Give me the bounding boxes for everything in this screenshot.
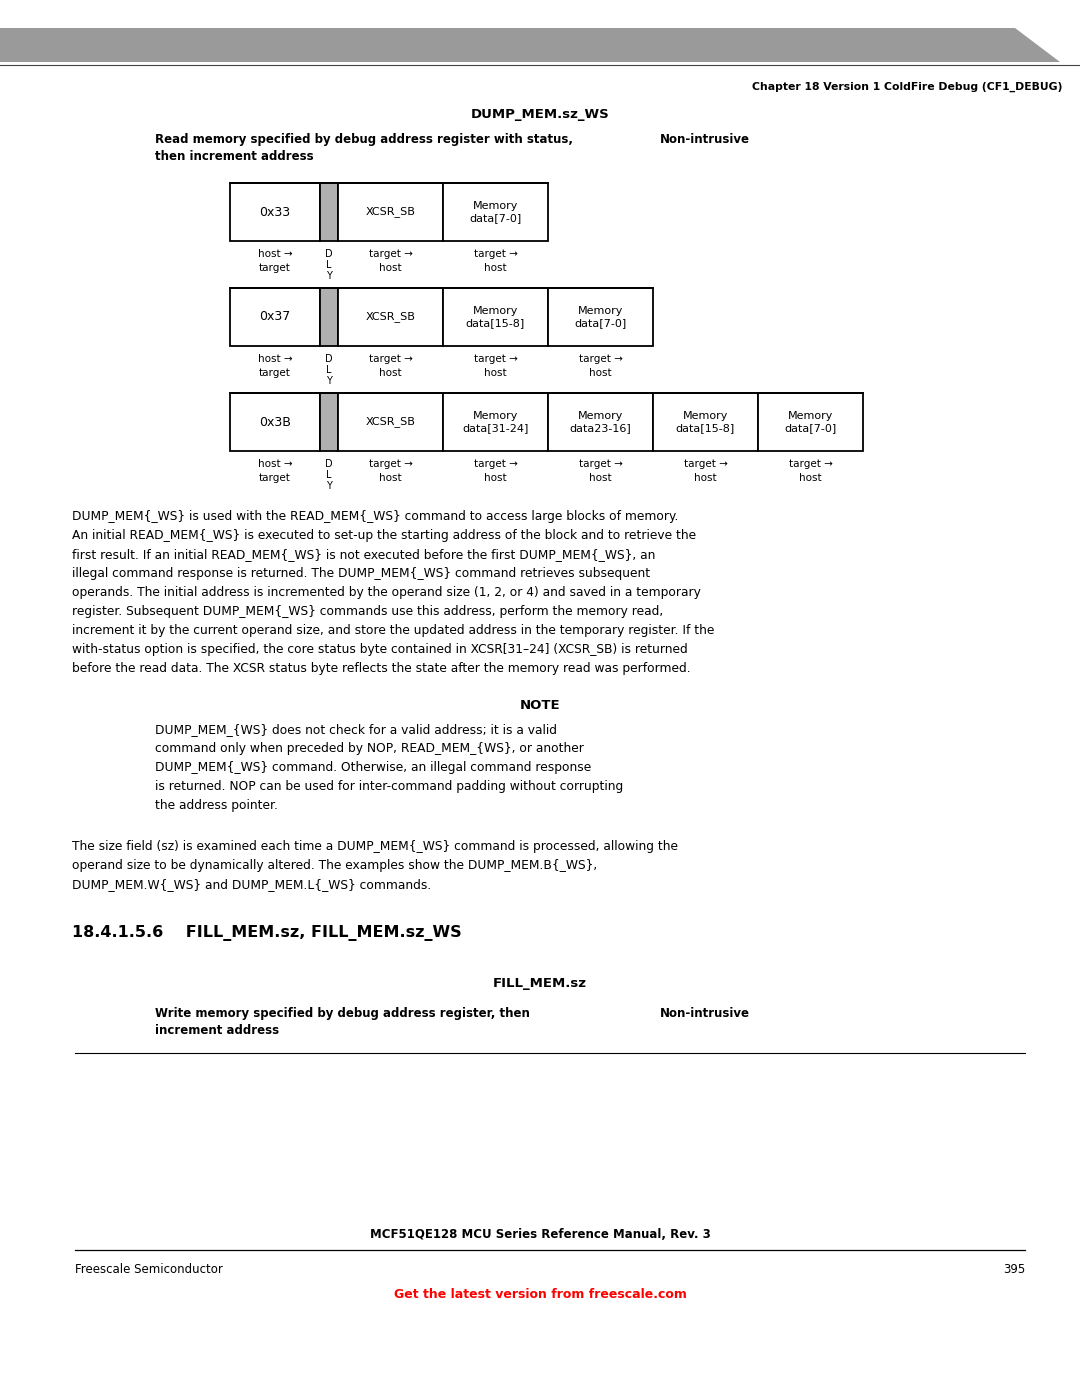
Text: host: host <box>799 474 822 483</box>
Bar <box>320 288 338 346</box>
Text: host: host <box>484 474 507 483</box>
Text: DUMP_MEM.sz_WS: DUMP_MEM.sz_WS <box>471 108 609 122</box>
Text: Write memory specified by debug address register, then
increment address: Write memory specified by debug address … <box>156 1007 530 1037</box>
Text: L: L <box>326 260 332 270</box>
Text: MCF51QE128 MCU Series Reference Manual, Rev. 3: MCF51QE128 MCU Series Reference Manual, … <box>369 1228 711 1241</box>
Bar <box>548 393 653 451</box>
Text: host: host <box>484 367 507 379</box>
Bar <box>443 183 548 242</box>
Text: operands. The initial address is incremented by the operand size (1, 2, or 4) an: operands. The initial address is increme… <box>72 585 701 599</box>
Text: target →: target → <box>368 460 413 469</box>
Text: host: host <box>379 474 402 483</box>
Text: Y: Y <box>326 481 332 490</box>
Bar <box>548 288 653 346</box>
Text: D: D <box>325 249 333 258</box>
Text: host: host <box>484 263 507 272</box>
Text: FILL_MEM.sz: FILL_MEM.sz <box>492 977 588 990</box>
Bar <box>320 183 338 242</box>
Text: D: D <box>325 353 333 365</box>
Bar <box>320 393 338 451</box>
Text: 395: 395 <box>1002 1263 1025 1275</box>
Text: Non-intrusive: Non-intrusive <box>660 1007 750 1020</box>
Text: Chapter 18 Version 1 ColdFire Debug (CF1_DEBUG): Chapter 18 Version 1 ColdFire Debug (CF1… <box>752 82 1062 92</box>
Bar <box>338 288 443 346</box>
Polygon shape <box>0 28 1059 61</box>
Text: Non-intrusive: Non-intrusive <box>660 133 750 147</box>
Text: target: target <box>259 474 291 483</box>
Text: NOTE: NOTE <box>519 698 561 712</box>
Bar <box>230 288 320 346</box>
Text: first result. If an initial READ_MEM{_WS} is not executed before the first DUMP_: first result. If an initial READ_MEM{_WS… <box>72 548 656 562</box>
Text: illegal command response is returned. The DUMP_MEM{_WS} command retrieves subseq: illegal command response is returned. Th… <box>72 567 650 580</box>
Text: D: D <box>325 460 333 469</box>
Text: An initial READ_MEM{_WS} is executed to set-up the starting address of the block: An initial READ_MEM{_WS} is executed to … <box>72 529 697 542</box>
Text: Read memory specified by debug address register with status,
then increment addr: Read memory specified by debug address r… <box>156 133 573 163</box>
Text: Memory
data[31-24]: Memory data[31-24] <box>462 411 529 433</box>
Text: operand size to be dynamically altered. The examples show the DUMP_MEM.B{_WS},: operand size to be dynamically altered. … <box>72 859 597 872</box>
Bar <box>443 288 548 346</box>
Text: command only when preceded by NOP, READ_MEM_{WS}, or another: command only when preceded by NOP, READ_… <box>156 742 584 754</box>
Text: target →: target → <box>788 460 833 469</box>
Text: L: L <box>326 365 332 374</box>
Text: host: host <box>590 367 611 379</box>
Text: DUMP_MEM_{WS} does not check for a valid address; it is a valid: DUMP_MEM_{WS} does not check for a valid… <box>156 724 557 736</box>
Text: host: host <box>379 263 402 272</box>
Text: Y: Y <box>326 271 332 281</box>
Text: XCSR_SB: XCSR_SB <box>365 207 416 218</box>
Bar <box>338 183 443 242</box>
Text: Memory
data[7-0]: Memory data[7-0] <box>784 411 837 433</box>
Text: DUMP_MEM{_WS} command. Otherwise, an illegal command response: DUMP_MEM{_WS} command. Otherwise, an ill… <box>156 761 591 774</box>
Text: host →: host → <box>258 249 293 258</box>
Text: 0x33: 0x33 <box>259 205 291 218</box>
Text: target →: target → <box>368 353 413 365</box>
Text: Get the latest version from freescale.com: Get the latest version from freescale.co… <box>393 1288 687 1301</box>
Text: register. Subsequent DUMP_MEM{_WS} commands use this address, perform the memory: register. Subsequent DUMP_MEM{_WS} comma… <box>72 605 663 617</box>
Text: Memory
data23-16]: Memory data23-16] <box>569 411 632 433</box>
Text: the address pointer.: the address pointer. <box>156 799 278 812</box>
Text: DUMP_MEM.W{_WS} and DUMP_MEM.L{_WS} commands.: DUMP_MEM.W{_WS} and DUMP_MEM.L{_WS} comm… <box>72 877 431 891</box>
Text: Y: Y <box>326 376 332 386</box>
Text: target →: target → <box>368 249 413 258</box>
Text: L: L <box>326 469 332 481</box>
Text: target: target <box>259 367 291 379</box>
Text: host: host <box>379 367 402 379</box>
Text: with-status option is specified, the core status byte contained in XCSR[31–24] (: with-status option is specified, the cor… <box>72 643 688 657</box>
Text: Memory
data[15-8]: Memory data[15-8] <box>676 411 735 433</box>
Text: Memory
data[15-8]: Memory data[15-8] <box>465 306 525 328</box>
Text: is returned. NOP can be used for inter-command padding without corrupting: is returned. NOP can be used for inter-c… <box>156 780 623 793</box>
Text: target →: target → <box>579 353 622 365</box>
Text: Memory
data[7-0]: Memory data[7-0] <box>575 306 626 328</box>
Text: target →: target → <box>579 460 622 469</box>
Text: target →: target → <box>684 460 728 469</box>
Bar <box>230 183 320 242</box>
Text: target: target <box>259 263 291 272</box>
Text: Memory
data[7-0]: Memory data[7-0] <box>470 201 522 224</box>
Bar <box>338 393 443 451</box>
Bar <box>230 393 320 451</box>
Text: host →: host → <box>258 353 293 365</box>
Text: DUMP_MEM{_WS} is used with the READ_MEM{_WS} command to access large blocks of m: DUMP_MEM{_WS} is used with the READ_MEM{… <box>72 510 678 522</box>
Bar <box>443 393 548 451</box>
Bar <box>653 393 758 451</box>
Text: Freescale Semiconductor: Freescale Semiconductor <box>75 1263 222 1275</box>
Text: target →: target → <box>473 353 517 365</box>
Bar <box>758 393 863 451</box>
Text: 0x37: 0x37 <box>259 310 291 324</box>
Text: 18.4.1.5.6    FILL_MEM.sz, FILL_MEM.sz_WS: 18.4.1.5.6 FILL_MEM.sz, FILL_MEM.sz_WS <box>72 925 461 942</box>
Text: target →: target → <box>473 460 517 469</box>
Text: The size field (sz) is examined each time a DUMP_MEM{_WS} command is processed, : The size field (sz) is examined each tim… <box>72 840 678 854</box>
Text: target →: target → <box>473 249 517 258</box>
Text: 0x3B: 0x3B <box>259 415 291 429</box>
Text: before the read data. The XCSR status byte reflects the state after the memory r: before the read data. The XCSR status by… <box>72 662 690 675</box>
Text: XCSR_SB: XCSR_SB <box>365 312 416 323</box>
Text: increment it by the current operand size, and store the updated address in the t: increment it by the current operand size… <box>72 624 714 637</box>
Text: host: host <box>590 474 611 483</box>
Text: XCSR_SB: XCSR_SB <box>365 416 416 427</box>
Text: host →: host → <box>258 460 293 469</box>
Text: host: host <box>694 474 717 483</box>
